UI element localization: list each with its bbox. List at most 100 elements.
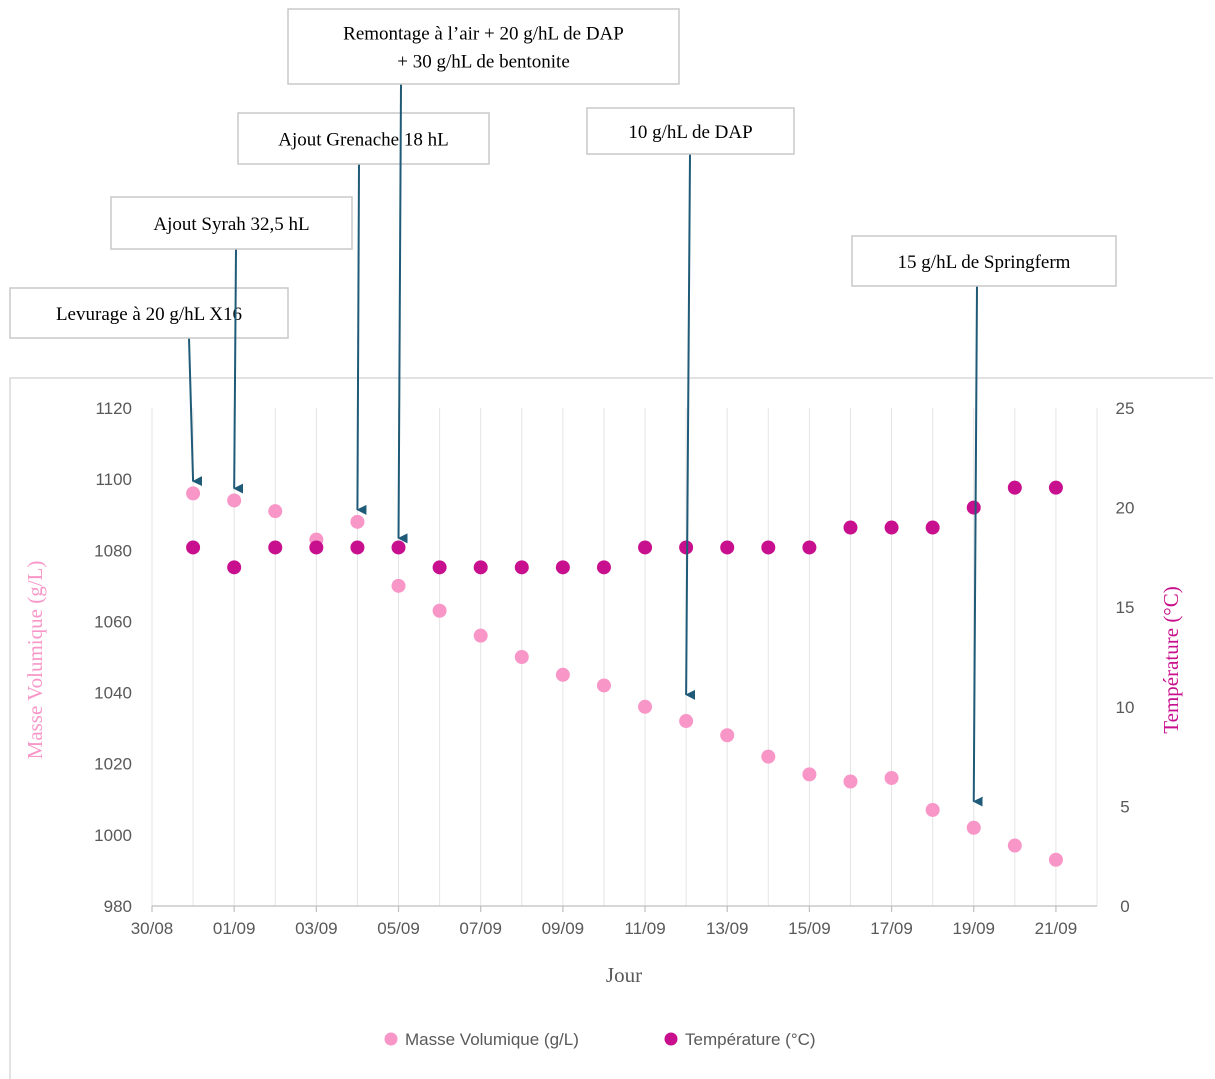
point-masse-volumique — [1048, 852, 1063, 867]
y-left-tick-label: 1120 — [95, 399, 132, 418]
x-tick-labels: 30/08 01/09 03/09 05/09 07/09 09/09 11/09 13/09… — [131, 919, 1077, 938]
y-left-tick-label: 980 — [104, 897, 132, 916]
point-temperature — [186, 540, 201, 555]
annotation-box — [9, 287, 289, 339]
point-temperature — [720, 540, 735, 555]
point-temperature — [1048, 480, 1063, 495]
point-masse-volumique — [350, 514, 365, 529]
annotation-text: 15 g/hL de Springferm — [898, 252, 1071, 273]
y-left-tick-label: 1020 — [94, 755, 132, 774]
y-right-axis-title: Température (°C) — [1159, 586, 1183, 733]
point-temperature — [679, 540, 694, 555]
point-masse-volumique — [555, 667, 570, 682]
x-tick-label: 07/09 — [459, 919, 502, 938]
point-masse-volumique — [761, 749, 776, 764]
vertical-gridlines — [151, 408, 1098, 906]
point-temperature — [1007, 480, 1022, 495]
annotation-text: + 30 g/hL de bentonite — [397, 52, 570, 73]
point-temperature — [227, 560, 242, 575]
legend-label-temperature: Température (°C) — [685, 1030, 816, 1049]
annotations: Levurage à 20 g/hL X16 Ajout Syrah 32,5 h… — [9, 8, 1117, 807]
y-right-tick-labels: 0 5 10 15 20 25 — [1116, 399, 1135, 916]
point-temperature — [309, 540, 324, 555]
annotation-box — [237, 112, 490, 165]
annotation-arrow — [188, 337, 203, 487]
x-tick-label: 13/09 — [706, 919, 749, 938]
legend-marker-masse — [384, 1032, 398, 1046]
point-temperature — [925, 520, 940, 535]
point-temperature — [391, 540, 406, 555]
point-masse-volumique — [268, 504, 283, 519]
y-right-tick-label: 25 — [1116, 399, 1135, 418]
x-tick-label: 09/09 — [542, 919, 585, 938]
point-temperature — [473, 560, 488, 575]
y-left-tick-label: 1060 — [94, 612, 132, 631]
point-masse-volumique — [638, 699, 653, 714]
y-right-tick-label: 15 — [1116, 598, 1135, 617]
y-right-tick-label: 20 — [1116, 499, 1135, 518]
point-masse-volumique — [596, 678, 611, 693]
y-right-tick-label: 10 — [1116, 698, 1135, 717]
point-temperature — [884, 520, 899, 535]
point-masse-volumique — [186, 486, 201, 501]
point-temperature — [350, 540, 365, 555]
annotation-arrow — [972, 285, 983, 807]
point-masse-volumique — [227, 493, 242, 508]
point-masse-volumique — [432, 603, 447, 618]
point-temperature — [638, 540, 653, 555]
legend-label-masse: Masse Volumique (g/L) — [405, 1030, 579, 1049]
data-points — [186, 480, 1063, 867]
x-tick-label: 05/09 — [377, 919, 420, 938]
point-temperature — [596, 560, 611, 575]
x-tick-label: 21/09 — [1035, 919, 1078, 938]
y-right-tick-label: 5 — [1120, 797, 1129, 816]
point-masse-volumique — [720, 728, 735, 743]
y-right-tick-label: 0 — [1120, 897, 1129, 916]
point-masse-volumique — [925, 802, 940, 817]
x-tick-label: 30/08 — [131, 919, 174, 938]
point-masse-volumique — [843, 774, 858, 789]
annotation-arrow — [233, 248, 244, 494]
annotation-text: 10 g/hL de DAP — [628, 122, 752, 143]
legend-marker-temperature — [664, 1032, 678, 1046]
x-tick-label: 11/09 — [624, 919, 665, 938]
point-masse-volumique — [473, 628, 488, 643]
point-temperature — [761, 540, 776, 555]
x-tick-label: 15/09 — [788, 919, 831, 938]
point-masse-volumique — [966, 820, 981, 835]
annotation-box — [110, 196, 353, 250]
point-masse-volumique — [391, 578, 406, 593]
point-temperature — [802, 540, 817, 555]
annotation-text: Ajout Grenache 18 hL — [278, 130, 448, 151]
y-left-axis-title: Masse Volumique (g/L) — [23, 561, 47, 760]
annotation-text: Remontage à l’air + 20 g/hL de DAP — [343, 24, 624, 45]
point-temperature — [432, 560, 447, 575]
y-left-tick-label: 1000 — [94, 826, 132, 845]
y-left-tick-label: 1040 — [94, 684, 132, 703]
point-temperature — [555, 560, 570, 575]
point-masse-volumique — [802, 767, 817, 782]
point-masse-volumique — [884, 770, 899, 785]
annotation-arrow — [685, 153, 696, 700]
annotation-box — [287, 8, 680, 85]
annotation-box — [586, 107, 795, 155]
point-temperature — [268, 540, 283, 555]
point-temperature — [843, 520, 858, 535]
annotation-arrow — [397, 83, 408, 544]
annotation-box — [851, 235, 1117, 287]
point-temperature — [966, 500, 981, 515]
x-tick-label: 01/09 — [213, 919, 256, 938]
x-axis-title: Jour — [606, 963, 642, 987]
y-left-tick-label: 1080 — [94, 541, 132, 560]
annotation-text: Ajout Syrah 32,5 hL — [153, 214, 309, 235]
y-left-tick-labels: 980 1000 1020 1040 1060 1080 1100 1120 — [94, 399, 132, 916]
point-masse-volumique — [1007, 838, 1022, 853]
x-tick-label: 19/09 — [952, 919, 995, 938]
y-left-tick-label: 1100 — [95, 470, 132, 489]
point-temperature — [514, 560, 529, 575]
x-tick-label: 17/09 — [870, 919, 913, 938]
point-masse-volumique — [514, 650, 529, 664]
chart-frame — [9, 377, 1213, 1079]
annotation-text: Levurage à 20 g/hL X16 — [56, 304, 242, 325]
